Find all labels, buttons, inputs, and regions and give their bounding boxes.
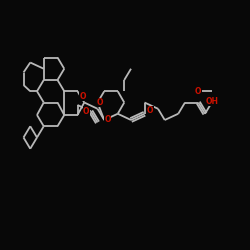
- Text: O: O: [83, 107, 89, 116]
- Text: O: O: [147, 106, 153, 115]
- Text: O: O: [195, 87, 202, 96]
- Text: OH: OH: [206, 97, 219, 106]
- Text: O: O: [97, 98, 103, 107]
- Text: O: O: [104, 116, 111, 124]
- Text: O: O: [79, 92, 86, 101]
